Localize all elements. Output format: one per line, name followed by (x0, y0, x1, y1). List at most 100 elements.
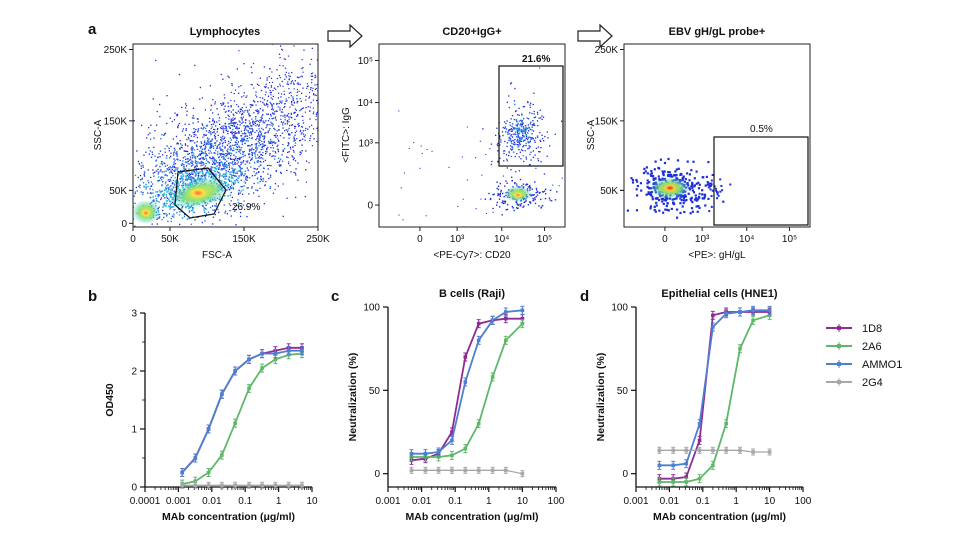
data-point (738, 346, 742, 351)
data-point (193, 456, 198, 460)
data-point (423, 468, 428, 473)
data-point (193, 483, 198, 488)
plot-title: EBV gH/gL probe+ (669, 26, 766, 38)
series-2g4 (409, 466, 525, 478)
y-tick-label: 0 (622, 469, 628, 480)
data-point (450, 430, 454, 434)
panel-letter-d: d (580, 288, 589, 305)
x-tick-label: 0.001 (166, 496, 191, 507)
data-point (193, 479, 198, 483)
panel-letter-c: c (331, 288, 339, 305)
series-1d8 (180, 343, 304, 477)
x-axis-label: MAb concentration (μg/ml) (162, 511, 295, 523)
data-point (233, 483, 237, 488)
data-point (711, 313, 715, 318)
data-point (503, 316, 508, 321)
series-ammo1 (180, 346, 304, 477)
series-line (181, 349, 302, 474)
data-point (463, 468, 468, 473)
series-line (182, 352, 302, 485)
data-point (476, 338, 481, 343)
legend-item-1d8: 1D8 (826, 323, 882, 335)
gate-percentage: 26.9% (232, 202, 260, 213)
y-axis-label: Neutralization (%) (347, 353, 359, 442)
facs-plot-lymphocytes: Lymphocytes 26.9% 0 50K 150K 250K 0 50K 150K 25… (93, 26, 330, 261)
x-axis-label: MAb concentration (μg/ml) (653, 511, 786, 523)
panel-letter-a: a (88, 21, 97, 38)
y-tick-label: 250K (104, 45, 128, 56)
y-tick-label: 100 (611, 303, 628, 314)
data-point (409, 451, 414, 456)
legend-label: AMMO1 (862, 359, 902, 371)
data-point (671, 463, 676, 468)
y-axis-label: SSC-A (586, 119, 597, 150)
data-point (450, 468, 454, 473)
gate-percentage: 21.6% (522, 54, 550, 65)
x-axis-label: <PE-Cy7>: CD20 (433, 250, 511, 261)
x-tick-label: 100 (795, 496, 812, 507)
data-point (409, 468, 414, 473)
y-tick-label: 50K (109, 186, 127, 197)
legend-marker (837, 362, 841, 366)
y-tick-label: 50 (369, 386, 381, 397)
x-tick-label: 0.1 (696, 496, 710, 507)
data-point (180, 483, 185, 488)
plot-frame (132, 43, 319, 228)
legend-label: 1D8 (862, 323, 882, 335)
x-tick-label: 0.001 (623, 496, 648, 507)
x-axis-label: <PE>: gH/gL (688, 250, 746, 261)
legend-item-2a6: 2A6 (826, 341, 882, 353)
data-point (463, 355, 468, 359)
y-tick-label: 50 (617, 386, 629, 397)
data-point (436, 450, 441, 454)
data-point (684, 480, 689, 484)
panel-letter-b: b (88, 288, 97, 305)
x-tick-label: 150K (232, 234, 256, 245)
y-axis-label: OD450 (104, 383, 116, 416)
data-point (520, 316, 525, 321)
x-axis-label: MAb concentration (μg/ml) (405, 511, 538, 523)
chart-title: Epithelial cells (HNE1) (661, 288, 777, 300)
series-line (659, 309, 770, 467)
plot-title: Lymphocytes (190, 26, 261, 38)
series-2a6 (409, 319, 525, 462)
y-tick-label: 0 (367, 201, 373, 212)
data-point (206, 470, 211, 475)
data-point (751, 318, 755, 323)
data-point (247, 483, 251, 488)
data-point (300, 483, 304, 488)
data-point (767, 450, 772, 454)
data-point (273, 483, 278, 488)
data-point (503, 310, 508, 314)
data-point (671, 480, 676, 484)
y-tick-label: 10⁴ (358, 98, 373, 109)
y-tick-label: 0 (374, 469, 380, 480)
data-point (300, 348, 304, 353)
x-tick-label: 1 (486, 496, 492, 507)
chart-title: B cells (Raji) (439, 288, 505, 300)
legend-item-ammo1: AMMO1 (826, 359, 902, 371)
y-tick-label: 250K (595, 45, 619, 56)
plot-title: CD20+IgG+ (442, 26, 501, 38)
gate-rectangle (713, 136, 809, 226)
x-tick-label: 250K (306, 234, 330, 245)
gate-rectangle (498, 65, 564, 167)
y-tick-label: 10⁵ (358, 56, 373, 67)
data-point (657, 463, 662, 468)
data-point (671, 448, 676, 453)
data-point (286, 348, 291, 353)
data-point (751, 450, 755, 454)
data-point (490, 468, 495, 473)
series-2a6 (657, 310, 772, 487)
y-tick-label: 3 (131, 309, 137, 320)
data-point (206, 483, 211, 488)
legend-item-2g4: 2G4 (826, 377, 883, 389)
data-point (657, 448, 662, 453)
series-line (181, 346, 302, 474)
data-point (247, 386, 251, 391)
data-point (724, 448, 728, 453)
data-point (463, 380, 468, 384)
facs-plot-cd20-igg: CD20+IgG+ 21.6% 0 10³ 10⁴ 10⁵ 0 10³ 10⁴ 10⁵ <PE… (341, 26, 566, 261)
data-point (697, 448, 702, 453)
legend-marker (837, 326, 841, 330)
